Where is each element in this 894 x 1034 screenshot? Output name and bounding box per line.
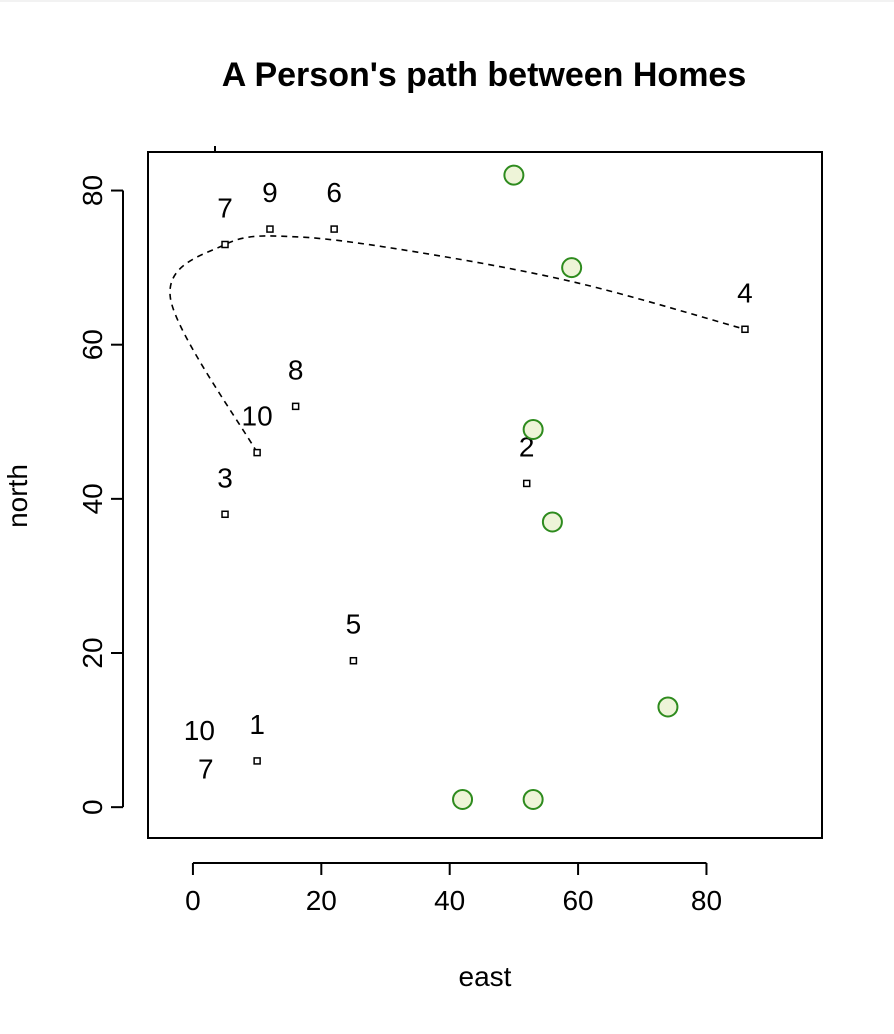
window-top-edge: [0, 0, 894, 2]
plot-frame: [147, 151, 823, 839]
x-axis-label: east: [459, 961, 512, 992]
point-label: 7: [217, 192, 233, 223]
x-tick-label: 0: [185, 885, 201, 916]
home-point: [349, 656, 358, 665]
location-point: [522, 418, 544, 440]
x-tick-label: 40: [434, 885, 465, 916]
path-layer: [169, 235, 746, 453]
y-axis: 0 20 40 60 80: [77, 175, 124, 815]
x-tick-label: 60: [562, 885, 593, 916]
home-point: [741, 325, 749, 334]
y-tick-label: 0: [77, 799, 108, 815]
home-point: [253, 757, 261, 765]
home-point: [221, 510, 229, 519]
home-point: [522, 479, 531, 488]
point-label: 4: [737, 277, 753, 308]
home-point: [266, 225, 274, 233]
location-point: [503, 164, 525, 186]
home-point: [253, 448, 261, 457]
location-point: [541, 511, 563, 533]
y-axis-label: north: [2, 464, 33, 528]
point-label: 1: [249, 709, 265, 740]
y-tick-label: 40: [77, 483, 108, 514]
home-point: [330, 225, 338, 233]
y-tick-label: 20: [77, 637, 108, 668]
location-point: [522, 788, 544, 810]
location-point: [657, 696, 679, 718]
point-label: 10: [242, 401, 273, 432]
home-point: [221, 240, 229, 249]
location-point: [452, 788, 474, 810]
point-label: 3: [217, 462, 233, 493]
x-tick-label: 20: [306, 885, 337, 916]
point-label: 6: [326, 177, 342, 208]
y-tick-label: 80: [77, 175, 108, 206]
x-axis: 0 20 40 60 80: [185, 862, 722, 916]
home-point: [291, 402, 300, 411]
extra-label: 10: [184, 715, 215, 746]
x-tick-label: 80: [691, 885, 722, 916]
y-tick-label: 60: [77, 329, 108, 360]
chart-title: A Person's path between Homes: [222, 56, 747, 94]
point-label: 9: [262, 177, 278, 208]
extra-label: 7: [198, 754, 214, 785]
location-point: [561, 257, 583, 279]
point-label: 8: [288, 354, 304, 385]
point-label: 5: [346, 609, 362, 640]
path-curve: [169, 235, 746, 453]
